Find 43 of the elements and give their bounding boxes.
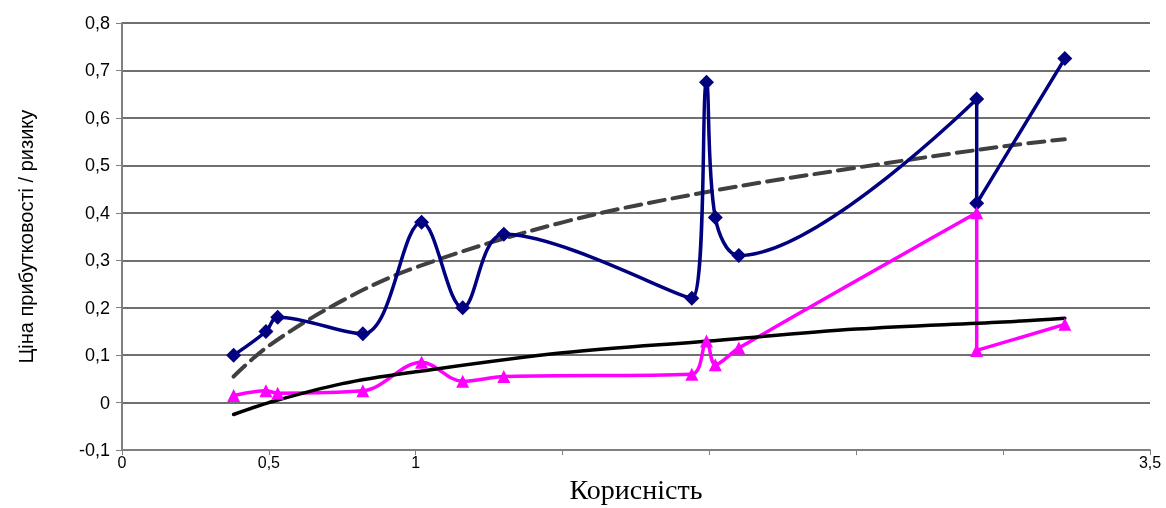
point <box>270 309 286 325</box>
y-tick-label: 0,5 <box>84 155 110 176</box>
point <box>227 389 241 403</box>
point <box>1058 317 1072 331</box>
point <box>258 323 274 339</box>
y-axis-title: Ціна прибутковості / ризику <box>15 109 37 364</box>
y-tick-label: 0,3 <box>84 250 110 271</box>
point <box>969 91 985 107</box>
point <box>698 74 714 90</box>
point <box>356 384 370 398</box>
point <box>1057 51 1073 67</box>
point <box>259 384 273 398</box>
point <box>685 367 699 381</box>
point <box>684 290 700 306</box>
point <box>707 210 723 226</box>
point <box>414 214 430 230</box>
point <box>226 347 242 363</box>
x-tick-label: 3,5 <box>1138 453 1162 471</box>
x-axis-title: Корисність <box>569 473 703 505</box>
y-tick-label: 0 <box>99 392 110 413</box>
y-tick-label: 0,7 <box>84 60 110 81</box>
y-tick-label: 0,1 <box>84 345 110 366</box>
y-tick-label: -0,1 <box>78 440 110 461</box>
point <box>497 370 511 384</box>
point <box>708 358 722 372</box>
point <box>496 226 512 242</box>
point <box>732 341 746 355</box>
y-tick-label: 0,8 <box>84 13 110 33</box>
y-tick-label: 0,4 <box>84 202 110 223</box>
x-tick-label: 0,5 <box>257 453 281 471</box>
y-tick-label: 0,2 <box>84 297 110 318</box>
x-tick-label: 1 <box>411 453 421 471</box>
point <box>271 386 285 400</box>
point <box>699 334 713 348</box>
point <box>970 206 984 220</box>
point <box>969 195 985 211</box>
point <box>455 300 471 316</box>
point <box>355 326 371 342</box>
point <box>731 248 747 264</box>
y-tick-label: 0,6 <box>84 107 110 128</box>
point <box>456 374 470 388</box>
x-tick-label: 0 <box>117 453 127 471</box>
point <box>415 355 429 369</box>
